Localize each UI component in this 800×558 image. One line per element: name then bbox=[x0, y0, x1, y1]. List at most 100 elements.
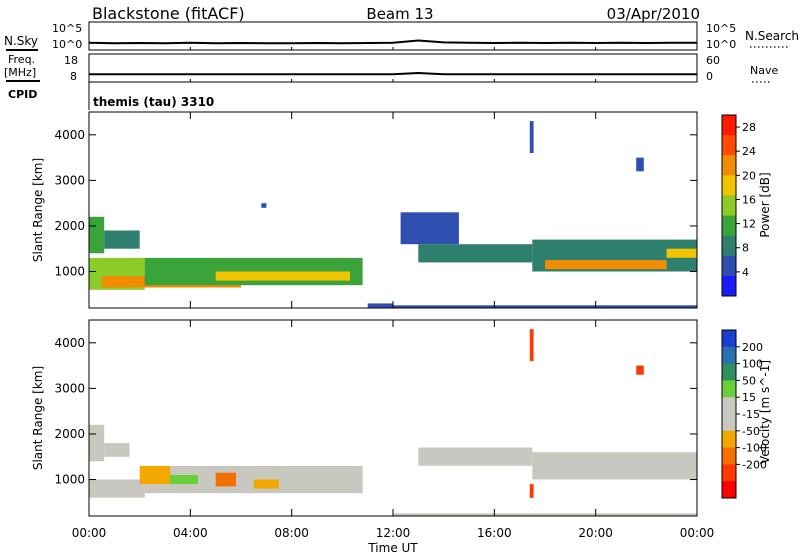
nave-label: Nave bbox=[750, 64, 778, 77]
colorbar-tick-label: -50 bbox=[742, 425, 760, 438]
velocity-colorbar: 200 100 50 15 -15 -50 -100 -200 bbox=[721, 329, 767, 499]
colorbar-tick-label: 8 bbox=[742, 242, 749, 255]
heatmap-cell bbox=[215, 472, 236, 487]
colorbar-segment bbox=[722, 430, 736, 449]
colorbar-segment bbox=[722, 397, 736, 415]
freq-tick-left-bottom: 8 bbox=[70, 70, 77, 83]
x-tick-label: 08:00 bbox=[274, 526, 309, 540]
heatmap-cell bbox=[393, 305, 697, 308]
colorbar-tick-label: 24 bbox=[742, 145, 756, 158]
heatmap-cell bbox=[89, 216, 105, 254]
heatmap-cell bbox=[400, 212, 459, 245]
nsearch-label: N.Search bbox=[745, 29, 799, 43]
cpid-label: CPID bbox=[8, 88, 37, 101]
heatmap-cell bbox=[215, 271, 350, 281]
heatmap-cell bbox=[666, 248, 697, 258]
colorbar-segment bbox=[722, 346, 736, 365]
colorbar-segment bbox=[722, 447, 736, 465]
colorbar-tick-label: 28 bbox=[742, 121, 756, 134]
colorbar-segment bbox=[722, 215, 736, 237]
heatmap-cell bbox=[636, 365, 644, 375]
velocity-colorbar-label: Velocity [m s^-1] bbox=[758, 360, 772, 464]
y-tick-label: 1000 bbox=[54, 265, 85, 279]
heatmap-cell bbox=[418, 244, 533, 263]
freq-label-1: Freq. bbox=[8, 53, 35, 66]
frequency-panel: 18 8 60 0 bbox=[64, 53, 720, 83]
heatmap-cell bbox=[89, 479, 145, 498]
colorbar-segment bbox=[722, 135, 736, 156]
y-tick-label: 2000 bbox=[54, 427, 85, 441]
colorbar-segment bbox=[722, 175, 736, 196]
heatmap-cell bbox=[418, 447, 533, 466]
heatmap-cell bbox=[529, 329, 534, 361]
colorbar-tick-label: 16 bbox=[742, 193, 756, 206]
x-tick-label: 20:00 bbox=[578, 526, 613, 540]
heatmap-cell bbox=[170, 475, 198, 485]
colorbar-segment bbox=[722, 195, 736, 216]
colorbar-segment bbox=[722, 380, 736, 398]
noise-panel: 10^5 10^0 10^5 10^0 bbox=[52, 21, 736, 51]
colorbar-segment bbox=[722, 414, 736, 432]
noise-tick-right-bottom: 10^0 bbox=[706, 38, 736, 51]
heatmap-cell bbox=[545, 260, 667, 270]
colorbar-segment bbox=[722, 275, 736, 297]
nsky-label: N.Sky bbox=[4, 34, 38, 48]
colorbar-segment bbox=[722, 481, 736, 499]
colorbar-tick-label: -15 bbox=[742, 408, 760, 421]
colorbar-tick-label: 4 bbox=[742, 266, 749, 279]
heatmap-cell bbox=[139, 465, 171, 485]
freq-tick-right-top: 60 bbox=[706, 54, 720, 67]
colorbar-segment bbox=[722, 235, 736, 257]
colorbar-segment bbox=[722, 255, 736, 277]
heatmap-cell bbox=[367, 303, 393, 308]
power-colorbar-label: Power [dB] bbox=[758, 172, 772, 237]
colorbar-tick-label: 50 bbox=[742, 374, 756, 387]
x-tick-label: 16:00 bbox=[477, 526, 512, 540]
frequency-line bbox=[89, 71, 697, 76]
colorbar-frame bbox=[721, 114, 737, 297]
station-title: Blackstone (fitACF) bbox=[92, 4, 245, 23]
cpid-value: themis (tau) 3310 bbox=[93, 95, 214, 109]
heatmap-cell bbox=[261, 203, 267, 208]
heatmap-cell bbox=[89, 424, 105, 462]
y-tick-label: 3000 bbox=[54, 173, 85, 187]
colorbar-segment bbox=[722, 464, 736, 482]
velocity-panel: 1000 2000 3000 4000 Slant Range [km] bbox=[31, 319, 698, 517]
colorbar-tick-label: -100 bbox=[742, 442, 767, 455]
heatmap-cell bbox=[636, 157, 644, 172]
colorbar-tick-label: -200 bbox=[742, 458, 767, 471]
noise-tick-right-top: 10^5 bbox=[706, 22, 736, 35]
y-tick-label: 4000 bbox=[54, 336, 85, 350]
colorbar-tick-label: 100 bbox=[742, 358, 763, 371]
noise-line bbox=[88, 39, 697, 45]
freq-tick-left-top: 18 bbox=[64, 54, 78, 67]
freq-tick-right-bottom: 0 bbox=[706, 70, 713, 83]
x-tick-label: 00:00 bbox=[72, 526, 107, 540]
colorbar-segment bbox=[722, 363, 736, 381]
freq-label-2: [MHz] bbox=[4, 66, 36, 79]
heatmap-cell bbox=[529, 121, 534, 153]
heatmap-cell bbox=[253, 479, 279, 489]
y-tick-label: 2000 bbox=[54, 219, 85, 233]
cpid-panel: themis (tau) 3310 bbox=[88, 82, 214, 110]
heatmap-cell bbox=[104, 230, 140, 249]
date-title: 03/Apr/2010 bbox=[607, 5, 700, 23]
colorbar-tick-label: 20 bbox=[742, 169, 756, 182]
noise-tick-left-top: 10^5 bbox=[52, 22, 82, 35]
colorbar-tick-label: 15 bbox=[742, 391, 756, 404]
colorbar-segment bbox=[722, 330, 736, 348]
heatmap-cell bbox=[532, 452, 697, 480]
colorbar-segment bbox=[722, 115, 736, 136]
beam-title: Beam 13 bbox=[366, 5, 433, 23]
x-tick-label: 00:00 bbox=[680, 526, 715, 540]
y-tick-label: 1000 bbox=[54, 473, 85, 487]
y-tick-label: 4000 bbox=[54, 128, 85, 142]
colorbar-segment bbox=[722, 155, 736, 176]
heatmap-cell bbox=[104, 443, 130, 457]
velocity-ylabel: Slant Range [km] bbox=[31, 366, 45, 470]
x-tick-label: 12:00 bbox=[376, 526, 411, 540]
x-tick-label: 04:00 bbox=[173, 526, 208, 540]
y-tick-label: 3000 bbox=[54, 381, 85, 395]
colorbar-tick-label: 200 bbox=[742, 341, 763, 354]
